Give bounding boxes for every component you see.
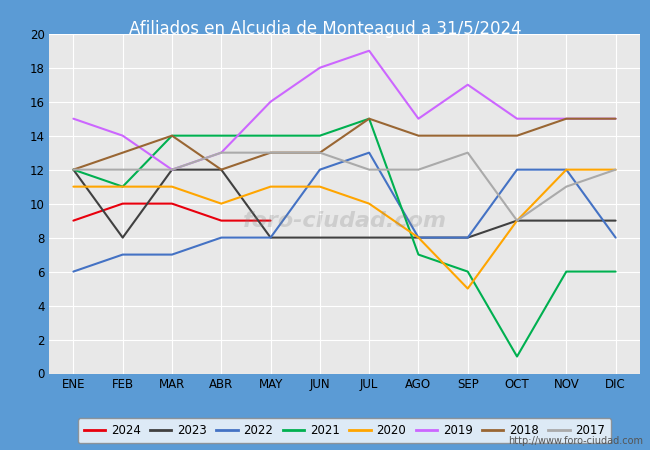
Text: foro-ciudad.com: foro-ciudad.com — [242, 211, 447, 230]
Text: Afiliados en Alcudia de Monteagud a 31/5/2024: Afiliados en Alcudia de Monteagud a 31/5… — [129, 20, 521, 38]
Legend: 2024, 2023, 2022, 2021, 2020, 2019, 2018, 2017: 2024, 2023, 2022, 2021, 2020, 2019, 2018… — [77, 418, 612, 443]
Text: http://www.foro-ciudad.com: http://www.foro-ciudad.com — [508, 436, 644, 446]
